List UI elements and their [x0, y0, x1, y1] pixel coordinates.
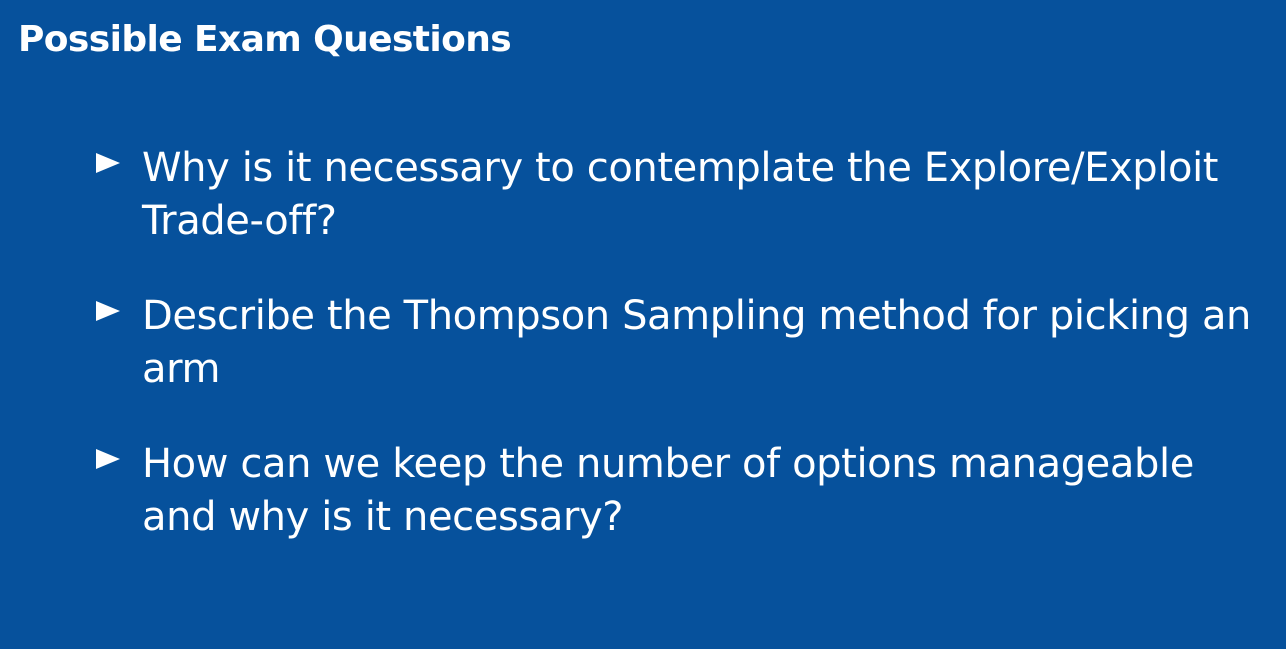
triangle-bullet-icon	[96, 153, 120, 173]
list-item: How can we keep the number of options ma…	[94, 438, 1274, 544]
question-text: Why is it necessary to contemplate the E…	[142, 142, 1274, 248]
list-item: Describe the Thompson Sampling method fo…	[94, 290, 1274, 396]
triangle-bullet-icon	[96, 449, 120, 469]
slide-title: Possible Exam Questions	[18, 14, 511, 66]
question-text: Describe the Thompson Sampling method fo…	[142, 290, 1274, 396]
list-item: Why is it necessary to contemplate the E…	[94, 142, 1274, 248]
triangle-bullet-icon	[96, 301, 120, 321]
question-text: How can we keep the number of options ma…	[142, 438, 1274, 544]
question-list: Why is it necessary to contemplate the E…	[94, 142, 1274, 586]
